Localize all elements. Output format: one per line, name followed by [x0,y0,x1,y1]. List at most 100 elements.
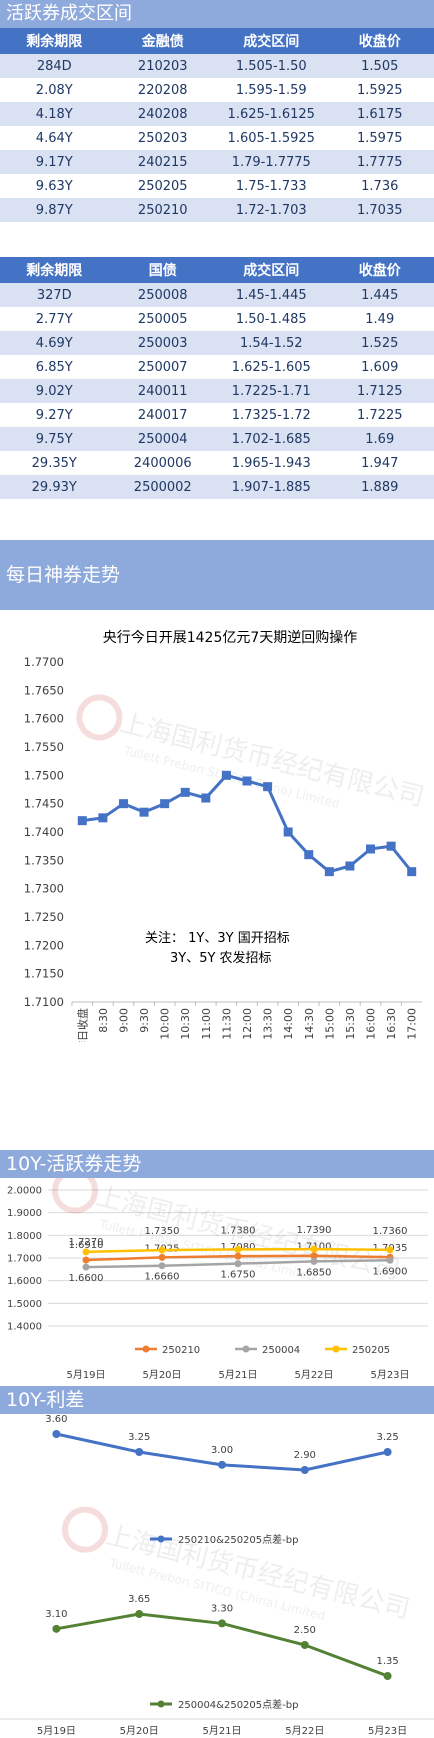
x-tick-label: 10:00 [159,1008,172,1040]
x-tick-label: 12:00 [241,1008,254,1040]
financial-bonds-cell: 1.7035 [325,198,434,222]
data-point [221,770,231,780]
x-tick-label: 5月20日 [142,1369,181,1381]
legend-label: 250210&250205点差-bp [178,1533,298,1546]
data-point [52,1430,61,1438]
y-tick-label: 1.6000 [7,1276,42,1287]
spread-title: 10Y-利差 [0,1386,434,1414]
y-tick-label: 1.7500 [24,768,64,782]
y-tick-label: 2.0000 [7,1186,42,1197]
financial-bonds-cell: 1.595-1.59 [217,78,326,102]
financial-bonds-cell: 1.72-1.703 [217,198,326,222]
x-tick-label: 5月21日 [218,1369,257,1381]
legend-marker [242,1345,250,1353]
data-label: 1.6600 [69,1273,104,1284]
legend-marker [157,1700,165,1708]
data-point [135,1448,144,1456]
financial-bonds-row: 9.87Y 250210 1.72-1.703 1.7035 [0,198,434,222]
data-point [180,787,190,797]
data-label: 1.35 [376,1656,398,1667]
treasury-bonds-cell: 1.609 [325,355,434,379]
financial-bonds-cell: 1.7775 [325,150,434,174]
treasury-bonds-row: 4.69Y 250003 1.54-1.52 1.525 [0,331,434,355]
financial-bonds-cell: 2.08Y [0,78,109,102]
data-label: 1.6660 [145,1272,180,1283]
data-point [218,1619,226,1628]
financial-bonds-cell: 9.17Y [0,150,109,174]
treasury-bonds-cell: 1.45-1.445 [217,283,326,307]
active-bonds-title: 活跃券成交区间 [0,0,434,28]
financial-bonds-row: 4.18Y 240208 1.625-1.6125 1.6175 [0,102,434,126]
x-tick-label: 5月20日 [120,1725,159,1737]
data-label: 1.7390 [297,1225,332,1236]
treasury-bonds-cell: 4.69Y [0,331,109,355]
x-tick-label: 5月23日 [370,1369,409,1381]
financial-bonds-row: 9.17Y 240215 1.79-1.7775 1.7775 [0,150,434,174]
data-label: 1.6910 [69,1240,104,1251]
treasury-bonds-cell: 1.7125 [325,379,434,403]
legend-marker [157,1535,165,1543]
x-tick-label: 5月19日 [66,1369,105,1381]
data-point [82,1263,90,1271]
treasury-bonds-cell: 1.625-1.605 [217,355,326,379]
data-point [283,827,293,837]
legend-label: 250004 [262,1345,300,1356]
financial-bonds-table: 剩余期限 金融债 成交区间 收盘价 284D 210203 1.505-1.50 1.505 2… [0,28,434,222]
tenyear-trend-title: 10Y-活跃券走势 [0,1150,434,1178]
treasury-bonds-row: 29.35Y 2400006 1.965-1.943 1.947 [0,451,434,475]
treasury-bonds-cell: 250003 [108,331,217,355]
y-tick-label: 1.7650 [24,683,64,697]
financial-bonds-cell: 284D [0,54,109,78]
data-point [366,844,376,854]
annotation-line-1: 关注： 1Y、3Y 国开招标 [145,931,290,946]
financial-bonds-cell: 9.87Y [0,198,109,222]
daily-trend-chart: 央行今日开展1425亿元7天期逆回购操作 1.7700 1.7650 1.7600 1.… [24,630,427,1042]
data-point [118,799,128,809]
financial-bonds-cell: 240208 [108,102,217,126]
data-point [77,816,87,826]
financial-bonds-cell: 1.6175 [325,102,434,126]
treasury-bonds-cell: 1.7225-1.71 [217,379,326,403]
treasury-bonds-cell: 1.7225 [325,403,434,427]
financial-bonds-cell: 4.64Y [0,126,109,150]
legend-label: 250205 [352,1345,390,1356]
data-point [139,807,149,817]
financial-bonds-row: 2.08Y 220208 1.595-1.59 1.5925 [0,78,434,102]
treasury-bonds-row: 9.75Y 250004 1.702-1.685 1.69 [0,427,434,451]
data-point [310,1245,318,1253]
treasury-bonds-cell: 1.947 [325,451,434,475]
treasury-bonds-cell: 1.49 [325,307,434,331]
watermark-logo [52,1178,99,1214]
x-tick-label: 15:30 [344,1008,357,1040]
financial-bonds-header-cell: 金融债 [108,28,217,54]
x-tick-label: 14:30 [303,1008,316,1040]
treasury-bonds-row: 9.27Y 240017 1.7325-1.72 1.7225 [0,403,434,427]
financial-bonds-cell: 250205 [108,174,217,198]
data-label: 1.6750 [221,1270,256,1281]
financial-bonds-cell: 9.63Y [0,174,109,198]
data-point [304,850,314,860]
data-label: 3.65 [128,1594,150,1605]
y-tick-label: 1.7100 [24,995,64,1009]
y-tick-label: 1.7400 [24,825,64,839]
treasury-bonds-cell: 327D [0,283,109,307]
treasury-bonds-cell: 1.445 [325,283,434,307]
data-point [234,1260,242,1268]
data-point [324,867,334,877]
data-point [158,1262,166,1270]
y-tick-label: 1.4000 [7,1322,42,1333]
data-point [234,1252,242,1260]
treasury-bonds-header-cell: 成交区间 [217,257,326,283]
data-point [383,1672,392,1680]
y-tick-label: 1.7300 [24,882,64,896]
data-point [160,799,170,809]
treasury-bonds-header-row: 剩余期限 国债 成交区间 收盘价 [0,257,434,283]
data-point [407,867,417,877]
treasury-bonds-cell: 250007 [108,355,217,379]
treasury-bonds-cell: 9.02Y [0,379,109,403]
x-tick-label: 13:30 [262,1008,275,1040]
data-label: 3.60 [45,1414,67,1425]
y-tick-label: 1.7600 [24,712,64,726]
